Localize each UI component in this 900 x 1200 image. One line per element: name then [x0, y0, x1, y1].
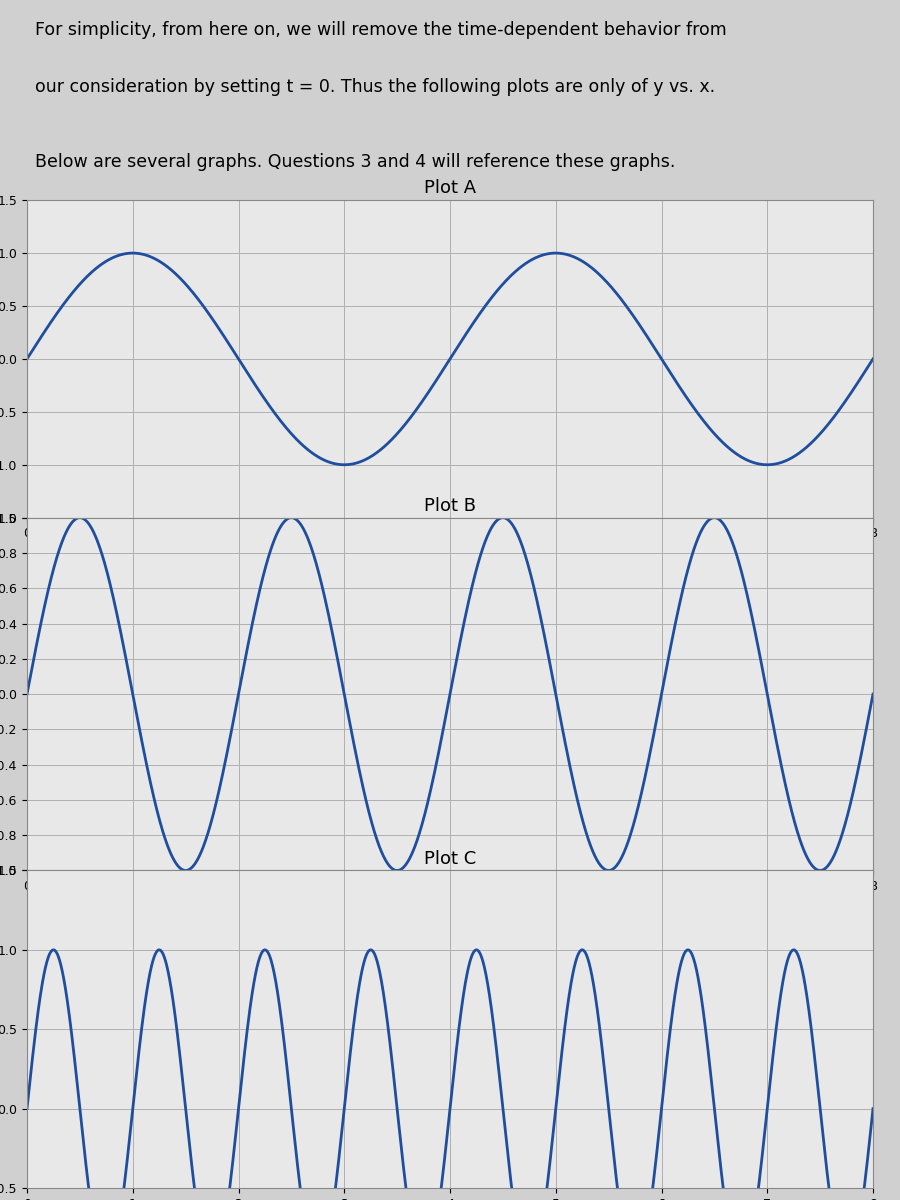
X-axis label: x: x	[446, 898, 454, 912]
Title: Plot B: Plot B	[424, 497, 476, 515]
Text: our consideration by setting t = 0. Thus the following plots are only of y vs. x: our consideration by setting t = 0. Thus…	[35, 78, 716, 96]
Text: Below are several graphs. Questions 3 and 4 will reference these graphs.: Below are several graphs. Questions 3 an…	[35, 154, 676, 172]
Title: Plot A: Plot A	[424, 179, 476, 197]
Text: For simplicity, from here on, we will remove the time-dependent behavior from: For simplicity, from here on, we will re…	[35, 22, 727, 40]
Title: Plot C: Plot C	[424, 850, 476, 868]
X-axis label: x: x	[446, 545, 454, 559]
